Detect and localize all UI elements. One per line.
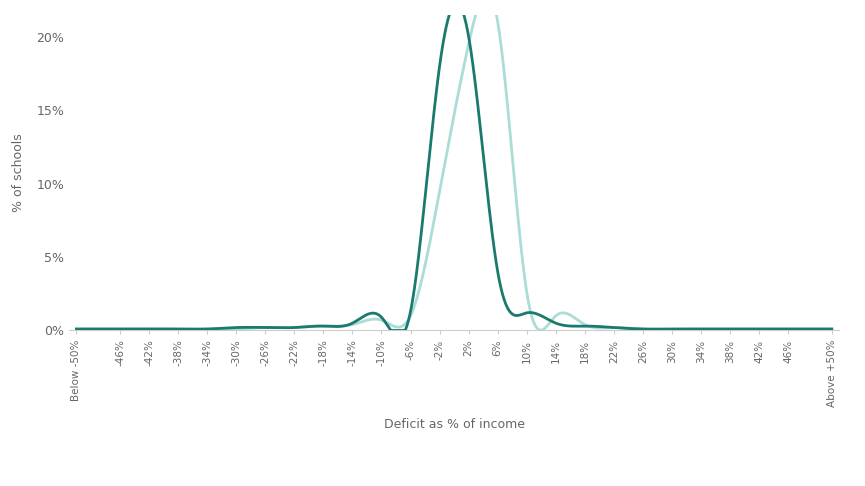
- Schools without sixth forms: [419, 268, 429, 274]
- Schools with sixth forms: [419, 204, 429, 209]
- Schools without sixth forms: [110, 326, 120, 332]
- Y-axis label: % of schools: % of schools: [12, 133, 25, 212]
- Schools without sixth forms: [667, 326, 677, 332]
- Schools with sixth forms: [71, 326, 81, 332]
- Line: Schools with sixth forms: Schools with sixth forms: [76, 3, 832, 330]
- Schools without sixth forms: [71, 326, 81, 332]
- Schools without sixth forms: [827, 326, 837, 332]
- Schools with sixth forms: [667, 326, 677, 332]
- Schools without sixth forms: [805, 326, 816, 332]
- Schools with sixth forms: [386, 328, 396, 333]
- Schools with sixth forms: [805, 326, 816, 332]
- X-axis label: Deficit as % of income: Deficit as % of income: [383, 418, 525, 431]
- Line: Schools without sixth forms: Schools without sixth forms: [76, 0, 832, 330]
- Schools with sixth forms: [439, 35, 449, 40]
- Schools without sixth forms: [805, 326, 816, 332]
- Schools with sixth forms: [827, 326, 837, 332]
- Schools without sixth forms: [439, 166, 449, 172]
- Schools with sixth forms: [805, 326, 816, 332]
- Schools without sixth forms: [535, 327, 546, 333]
- Schools with sixth forms: [452, 0, 462, 6]
- Schools with sixth forms: [110, 326, 120, 332]
